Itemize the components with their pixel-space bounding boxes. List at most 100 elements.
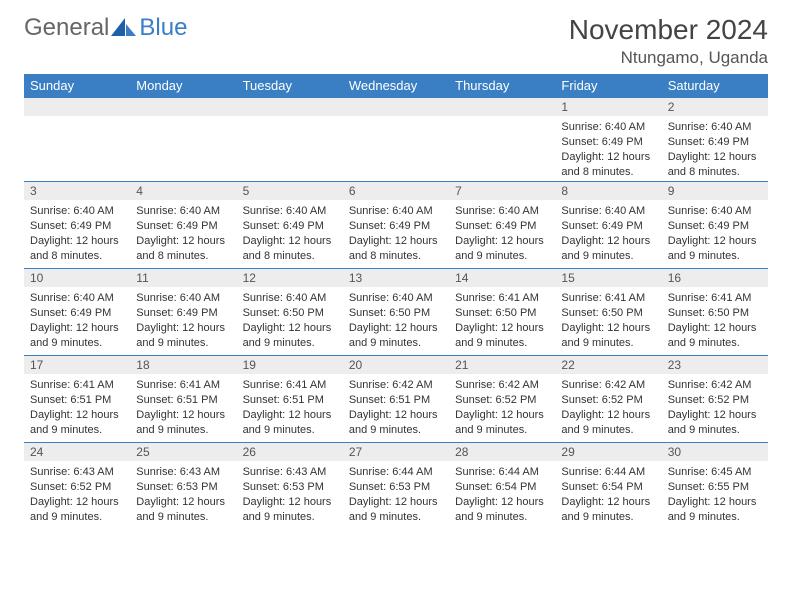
daylight-text: Daylight: 12 hours and 9 minutes. (561, 408, 655, 438)
day-number: 18 (130, 356, 236, 374)
day-number: 9 (662, 182, 768, 200)
calendar-day-cell: 5Sunrise: 6:40 AMSunset: 6:49 PMDaylight… (237, 182, 343, 269)
calendar-day-cell: 23Sunrise: 6:42 AMSunset: 6:52 PMDayligh… (662, 356, 768, 443)
day-number: 7 (449, 182, 555, 200)
day-number: 3 (24, 182, 130, 200)
calendar-day-cell: 19Sunrise: 6:41 AMSunset: 6:51 PMDayligh… (237, 356, 343, 443)
sunrise-text: Sunrise: 6:42 AM (668, 378, 762, 393)
daylight-text: Daylight: 12 hours and 8 minutes. (561, 150, 655, 180)
day-info: Sunrise: 6:40 AMSunset: 6:49 PMDaylight:… (555, 200, 661, 265)
sunrise-text: Sunrise: 6:43 AM (136, 465, 230, 480)
day-info: Sunrise: 6:42 AMSunset: 6:52 PMDaylight:… (449, 374, 555, 439)
calendar-week-row: 1Sunrise: 6:40 AMSunset: 6:49 PMDaylight… (24, 98, 768, 182)
day-info: Sunrise: 6:41 AMSunset: 6:50 PMDaylight:… (449, 287, 555, 352)
day-info: Sunrise: 6:40 AMSunset: 6:49 PMDaylight:… (343, 200, 449, 265)
day-info: Sunrise: 6:40 AMSunset: 6:50 PMDaylight:… (237, 287, 343, 352)
calendar-day-cell: 2Sunrise: 6:40 AMSunset: 6:49 PMDaylight… (662, 98, 768, 182)
calendar-day-cell: 11Sunrise: 6:40 AMSunset: 6:49 PMDayligh… (130, 269, 236, 356)
sunrise-text: Sunrise: 6:40 AM (455, 204, 549, 219)
calendar-week-row: 10Sunrise: 6:40 AMSunset: 6:49 PMDayligh… (24, 269, 768, 356)
daylight-text: Daylight: 12 hours and 9 minutes. (561, 321, 655, 351)
sunrise-text: Sunrise: 6:40 AM (30, 291, 124, 306)
sunset-text: Sunset: 6:51 PM (349, 393, 443, 408)
month-title: November 2024 (569, 14, 768, 46)
weekday-wednesday: Wednesday (343, 74, 449, 98)
day-info: Sunrise: 6:40 AMSunset: 6:49 PMDaylight:… (555, 116, 661, 181)
sunrise-text: Sunrise: 6:40 AM (561, 204, 655, 219)
sunset-text: Sunset: 6:49 PM (561, 219, 655, 234)
calendar-day-cell: 10Sunrise: 6:40 AMSunset: 6:49 PMDayligh… (24, 269, 130, 356)
sunrise-text: Sunrise: 6:44 AM (455, 465, 549, 480)
daylight-text: Daylight: 12 hours and 9 minutes. (349, 408, 443, 438)
day-info: Sunrise: 6:44 AMSunset: 6:53 PMDaylight:… (343, 461, 449, 526)
day-info: Sunrise: 6:45 AMSunset: 6:55 PMDaylight:… (662, 461, 768, 526)
sunset-text: Sunset: 6:53 PM (349, 480, 443, 495)
sunset-text: Sunset: 6:52 PM (668, 393, 762, 408)
daylight-text: Daylight: 12 hours and 9 minutes. (349, 495, 443, 525)
sunset-text: Sunset: 6:51 PM (136, 393, 230, 408)
calendar-day-cell: 18Sunrise: 6:41 AMSunset: 6:51 PMDayligh… (130, 356, 236, 443)
calendar-week-row: 17Sunrise: 6:41 AMSunset: 6:51 PMDayligh… (24, 356, 768, 443)
day-number (24, 98, 130, 116)
calendar-day-cell (237, 98, 343, 182)
sunrise-text: Sunrise: 6:42 AM (349, 378, 443, 393)
calendar-day-cell: 12Sunrise: 6:40 AMSunset: 6:50 PMDayligh… (237, 269, 343, 356)
weekday-friday: Friday (555, 74, 661, 98)
day-number: 16 (662, 269, 768, 287)
weekday-tuesday: Tuesday (237, 74, 343, 98)
calendar-week-row: 24 Sunrise: 6:43 AM Sunset: 6:52 PM Dayligh… (24, 443, 768, 530)
calendar-day-cell: 28Sunrise: 6:44 AMSunset: 6:54 PMDayligh… (449, 443, 555, 530)
sunset-text: Sunset: 6:50 PM (561, 306, 655, 321)
sunset-text: Sunset: 6:49 PM (561, 135, 655, 150)
sunset-text: Sunset: 6:49 PM (243, 219, 337, 234)
daylight-text: Daylight: 12 hours and 9 minutes. (668, 408, 762, 438)
calendar-day-cell: 9Sunrise: 6:40 AMSunset: 6:49 PMDaylight… (662, 182, 768, 269)
sunrise-text: Sunrise: 6:41 AM (243, 378, 337, 393)
day-info: Sunrise: 6:41 AMSunset: 6:51 PMDaylight:… (237, 374, 343, 439)
sunset-text: Sunset: 6:52 PM (455, 393, 549, 408)
sunrise-text: Sunrise: 6:44 AM (561, 465, 655, 480)
sunset-text: Sunset: 6:54 PM (455, 480, 549, 495)
day-info: Sunrise: 6:40 AMSunset: 6:49 PMDaylight:… (662, 200, 768, 265)
calendar-day-cell: 16Sunrise: 6:41 AMSunset: 6:50 PMDayligh… (662, 269, 768, 356)
day-info: Sunrise: 6:40 AMSunset: 6:49 PMDaylight:… (130, 200, 236, 265)
sunrise-text: Sunrise: 6:44 AM (349, 465, 443, 480)
daylight-text: Daylight: 12 hours and 9 minutes. (349, 321, 443, 351)
sunrise-text: Sunrise: 6:41 AM (561, 291, 655, 306)
day-info: Sunrise: 6:43 AMSunset: 6:53 PMDaylight:… (130, 461, 236, 526)
daylight-text: Daylight: 12 hours and 9 minutes. (455, 234, 549, 264)
sunset-text: Sunset: 6:49 PM (136, 219, 230, 234)
calendar-day-cell: 1Sunrise: 6:40 AMSunset: 6:49 PMDaylight… (555, 98, 661, 182)
day-number: 14 (449, 269, 555, 287)
sunset-text: Sunset: 6:54 PM (561, 480, 655, 495)
daylight-text: Daylight: 12 hours and 9 minutes. (136, 321, 230, 351)
sunset-text: Sunset: 6:51 PM (30, 393, 124, 408)
day-info: Sunrise: 6:42 AMSunset: 6:52 PMDaylight:… (662, 374, 768, 439)
sunset-text: Sunset: 6:52 PM (30, 480, 124, 495)
daylight-text: Daylight: 12 hours and 8 minutes. (136, 234, 230, 264)
daylight-text: Daylight: 12 hours and 9 minutes. (561, 495, 655, 525)
calendar-day-cell: 29Sunrise: 6:44 AMSunset: 6:54 PMDayligh… (555, 443, 661, 530)
sunrise-text: Sunrise: 6:40 AM (30, 204, 124, 219)
sunrise-text: Sunrise: 6:40 AM (243, 291, 337, 306)
day-number: 22 (555, 356, 661, 374)
calendar-day-cell: 14Sunrise: 6:41 AMSunset: 6:50 PMDayligh… (449, 269, 555, 356)
day-number: 1 (555, 98, 661, 116)
calendar-day-cell: 3Sunrise: 6:40 AMSunset: 6:49 PMDaylight… (24, 182, 130, 269)
day-info: Sunrise: 6:40 AMSunset: 6:49 PMDaylight:… (449, 200, 555, 265)
daylight-text: Daylight: 12 hours and 9 minutes. (668, 321, 762, 351)
sunrise-text: Sunrise: 6:40 AM (561, 120, 655, 135)
daylight-text: Daylight: 12 hours and 9 minutes. (243, 408, 337, 438)
day-info: Sunrise: 6:40 AMSunset: 6:49 PMDaylight:… (24, 287, 130, 352)
sunset-text: Sunset: 6:50 PM (668, 306, 762, 321)
sunset-text: Sunset: 6:49 PM (30, 219, 124, 234)
calendar-week-row: 3Sunrise: 6:40 AMSunset: 6:49 PMDaylight… (24, 182, 768, 269)
day-info: Sunrise: 6:44 AMSunset: 6:54 PMDaylight:… (449, 461, 555, 526)
day-info: Sunrise: 6:42 AMSunset: 6:52 PMDaylight:… (555, 374, 661, 439)
sunrise-text: Sunrise: 6:40 AM (136, 291, 230, 306)
daylight-text: Daylight: 12 hours and 9 minutes. (561, 234, 655, 264)
day-info: Sunrise: 6:40 AMSunset: 6:49 PMDaylight:… (24, 200, 130, 265)
day-number: 30 (662, 443, 768, 461)
day-number: 24 (24, 443, 130, 461)
sunrise-text: Sunrise: 6:40 AM (349, 204, 443, 219)
